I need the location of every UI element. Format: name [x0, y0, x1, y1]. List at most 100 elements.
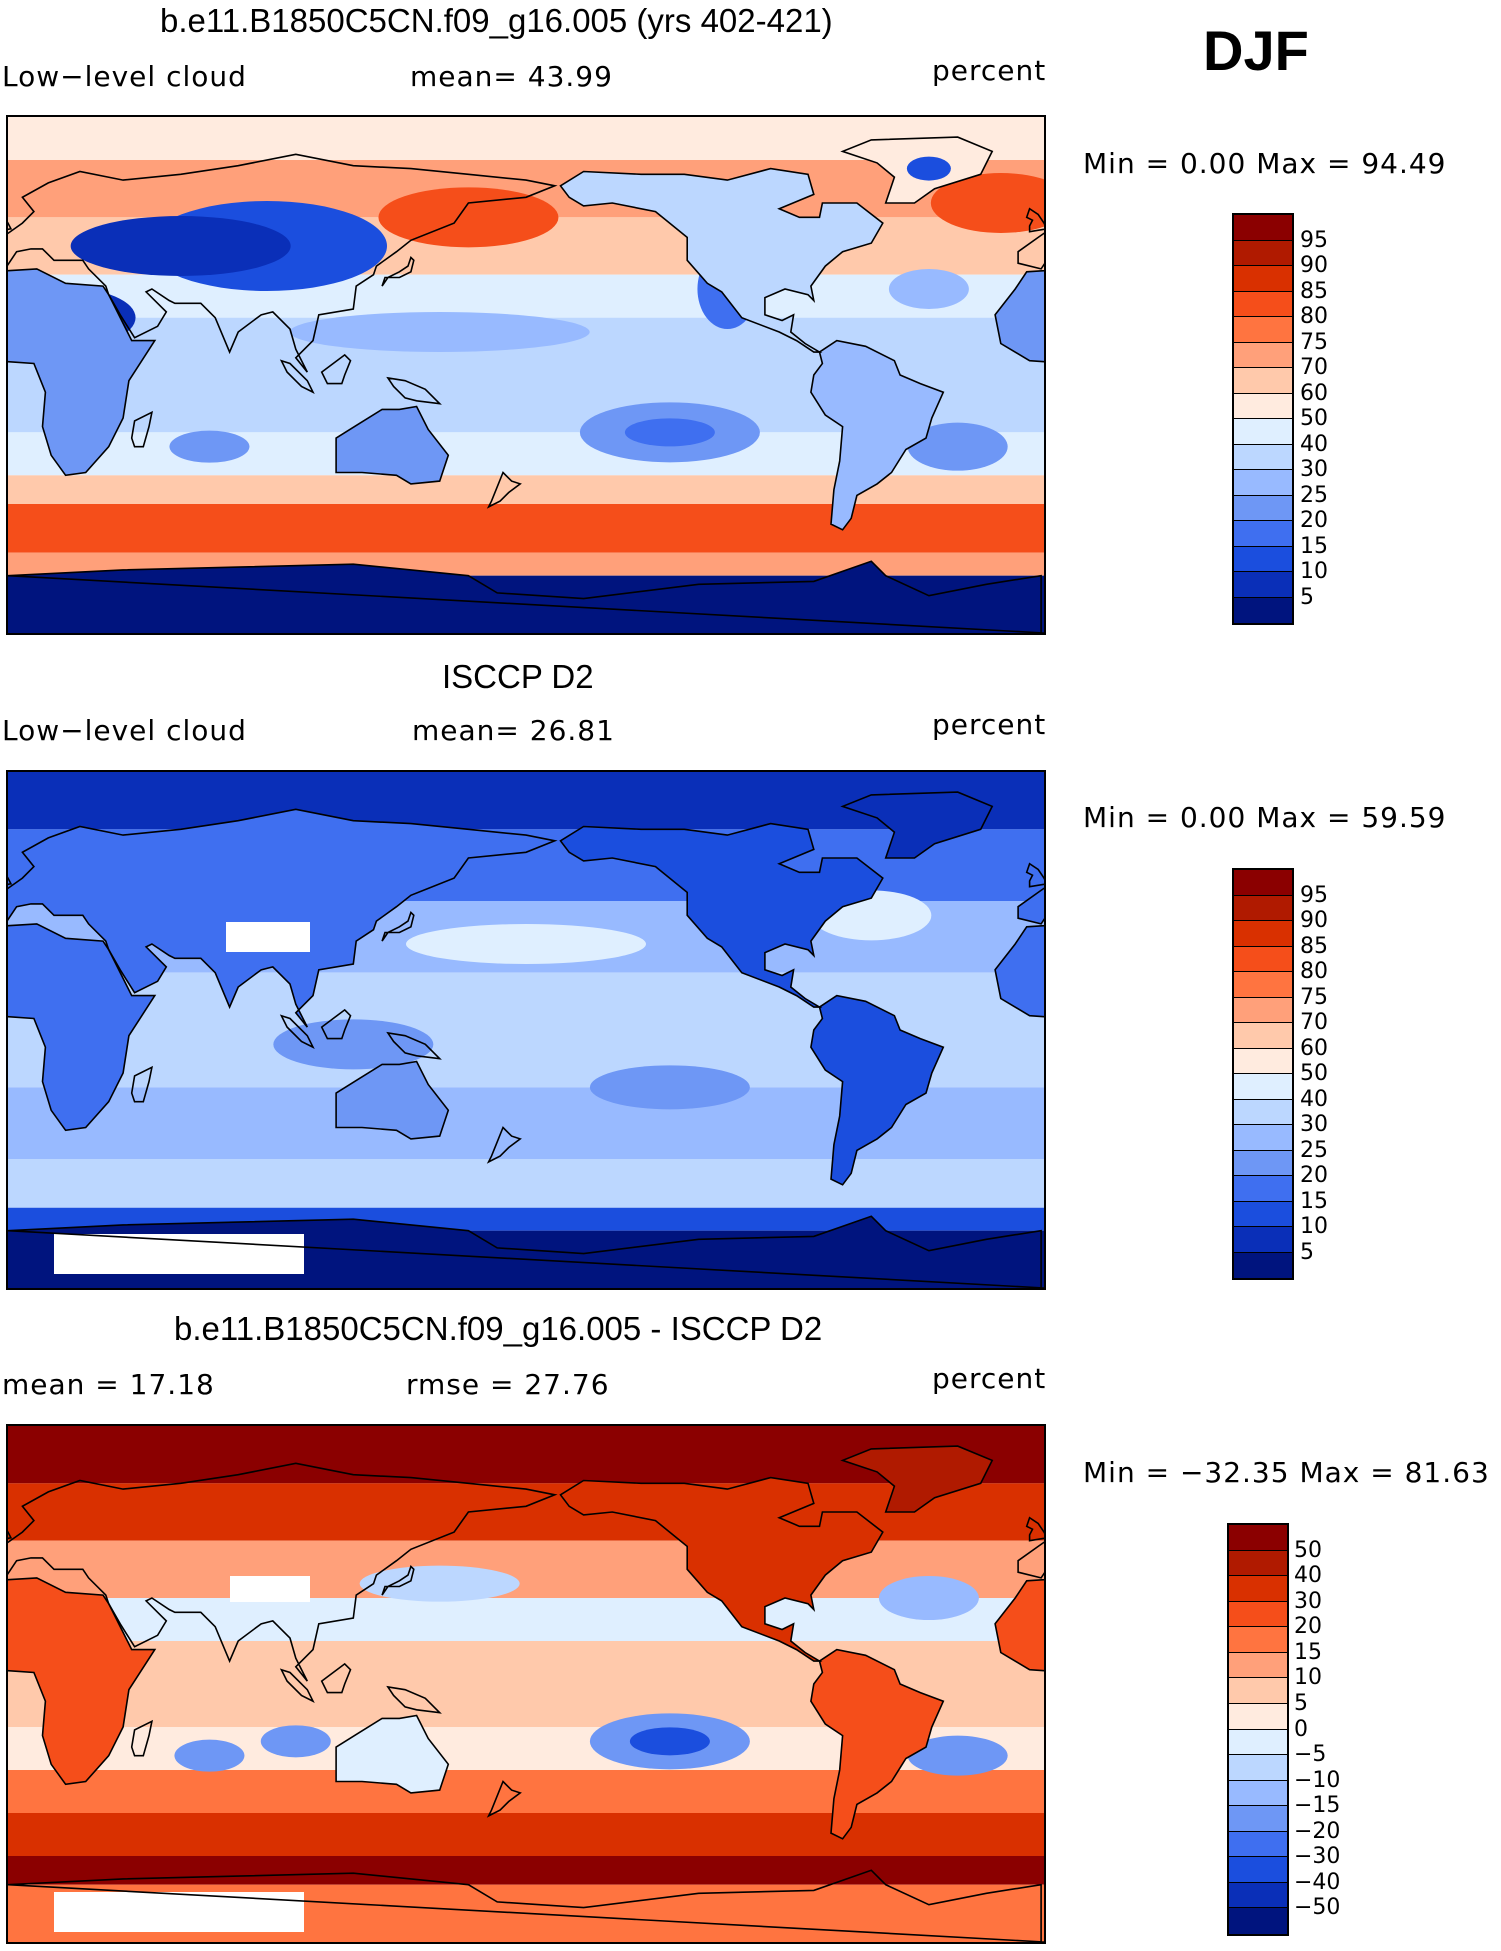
panel3-units: percent — [932, 1362, 1047, 1395]
field-band — [8, 1813, 1044, 1856]
panel1-left-label: Low−level cloud — [2, 60, 247, 93]
land-fill — [8, 809, 555, 1028]
colorbar-swatch — [1234, 521, 1292, 547]
colorbar-tick-label: −10 — [1294, 1767, 1341, 1793]
field-patch — [70, 216, 291, 276]
coastline-australia — [335, 1060, 450, 1140]
field-patch — [406, 924, 646, 964]
panel2-colorbar — [1232, 868, 1294, 1280]
colorbar-swatch — [1229, 1550, 1287, 1577]
colorbar-swatch — [1229, 1831, 1287, 1858]
coastline-sumatra — [279, 1014, 315, 1049]
field-patch — [906, 156, 951, 181]
colorbar-swatch — [1234, 1150, 1292, 1176]
colorbar-tick-label: 80 — [1300, 959, 1328, 984]
colorbar-swatch — [1234, 495, 1292, 521]
colorbar-swatch — [1234, 997, 1292, 1023]
land-fill — [8, 1577, 155, 1785]
coastline-greenland — [840, 136, 994, 204]
colorbar-swatch — [1234, 1201, 1292, 1227]
land-fill — [995, 925, 1044, 1017]
colorbar-swatch — [1234, 1125, 1292, 1151]
land-fill — [336, 406, 449, 484]
colorbar-swatch — [1234, 317, 1292, 343]
colorbar-swatch — [1234, 921, 1292, 947]
coastline-japan — [381, 911, 415, 942]
colorbar-swatch — [1234, 444, 1292, 470]
panel3-title: b.e11.B1850C5CN.f09_g16.005 - ISCCP D2 — [174, 1310, 823, 1347]
colorbar-tick-label: 50 — [1300, 406, 1328, 431]
panel1-mean: mean= 43.99 — [410, 60, 613, 93]
panel2-title: ISCCP D2 — [442, 658, 594, 695]
land-fill — [810, 340, 944, 530]
coastline-greenland — [840, 1445, 994, 1513]
colorbar-swatch — [1229, 1652, 1287, 1679]
coastline-uk — [1025, 862, 1044, 888]
colorbar-tick-label: 40 — [1294, 1563, 1322, 1589]
colorbar-swatch — [1234, 291, 1292, 317]
land-fill — [8, 923, 155, 1131]
coastline-uk — [1025, 207, 1044, 233]
colorbar-swatch — [1234, 393, 1292, 419]
colorbar-swatch — [1229, 1729, 1287, 1756]
colorbar-swatch — [1229, 1627, 1287, 1653]
colorbar-swatch — [1234, 470, 1292, 496]
colorbar-tick-label: 5 — [1294, 1690, 1308, 1716]
panel1-colorbar — [1232, 213, 1294, 625]
coastline-samerica — [810, 339, 945, 531]
coastline-eurasia — [8, 153, 558, 373]
field-patch — [878, 1576, 979, 1620]
coastline-uk — [1025, 1516, 1044, 1542]
colorbar-swatch — [1234, 597, 1292, 623]
colorbar-tick-label: 5 — [1300, 584, 1314, 610]
colorbar-swatch — [1229, 1678, 1287, 1704]
field-patch — [260, 1725, 331, 1758]
coastline-uk — [8, 1530, 13, 1540]
coastline-eurasia — [8, 808, 558, 1028]
colorbar-swatch — [1229, 1806, 1287, 1832]
colorbar-tick-label: 85 — [1300, 933, 1328, 959]
colorbar-tick-label: 90 — [1300, 253, 1328, 278]
colorbar-tick-label: −50 — [1294, 1895, 1341, 1921]
colorbar-swatch — [1234, 895, 1292, 921]
coastline-newguinea — [386, 1685, 442, 1714]
colorbar-tick-label: 40 — [1300, 1086, 1328, 1112]
coastline-antarctica — [8, 1215, 1044, 1288]
panel2-min-max: Min = 0.00 Max = 59.59 — [1083, 801, 1447, 834]
missing-data — [230, 1576, 310, 1602]
panel2-units: percent — [932, 708, 1047, 741]
field-patch — [589, 1065, 750, 1110]
field-patch — [378, 187, 559, 248]
colorbar-tick-label: 15 — [1300, 533, 1328, 559]
colorbar-tick-label: −20 — [1294, 1818, 1341, 1844]
colorbar-tick-label: 20 — [1294, 1614, 1322, 1640]
coastline-australia — [335, 1714, 450, 1794]
colorbar-swatch — [1234, 240, 1292, 266]
field-patch — [169, 430, 250, 463]
land-fill — [995, 1579, 1044, 1671]
colorbar-tick-label: 25 — [1300, 482, 1328, 508]
colorbar-swatch — [1234, 266, 1292, 292]
land-fill — [336, 1061, 449, 1139]
panel3-map — [6, 1424, 1046, 1944]
coastline-antarctica — [8, 560, 1044, 633]
panel2-mean: mean= 26.81 — [412, 714, 615, 747]
coastline-madagascar — [130, 1719, 154, 1757]
field-band — [8, 475, 1044, 504]
field-patch — [930, 173, 1044, 233]
colorbar-tick-label: 10 — [1294, 1665, 1322, 1691]
colorbar-swatch — [1234, 972, 1292, 998]
colorbar-tick-label: 40 — [1300, 431, 1328, 457]
colorbar-swatch — [1234, 1252, 1292, 1278]
coastlines — [8, 136, 1044, 633]
colorbar-swatch — [1229, 1882, 1287, 1909]
colorbar-tick-label: −30 — [1294, 1844, 1341, 1870]
colorbar-tick-label: 20 — [1300, 508, 1328, 533]
colorbar-tick-label: 10 — [1300, 559, 1328, 584]
colorbar-swatch — [1229, 1601, 1287, 1628]
coastline-africa — [8, 923, 157, 1132]
colorbar-swatch — [1229, 1857, 1287, 1883]
coastline-borneo — [320, 1008, 352, 1040]
coastline-japan — [381, 1565, 415, 1596]
field-patch — [888, 269, 969, 309]
